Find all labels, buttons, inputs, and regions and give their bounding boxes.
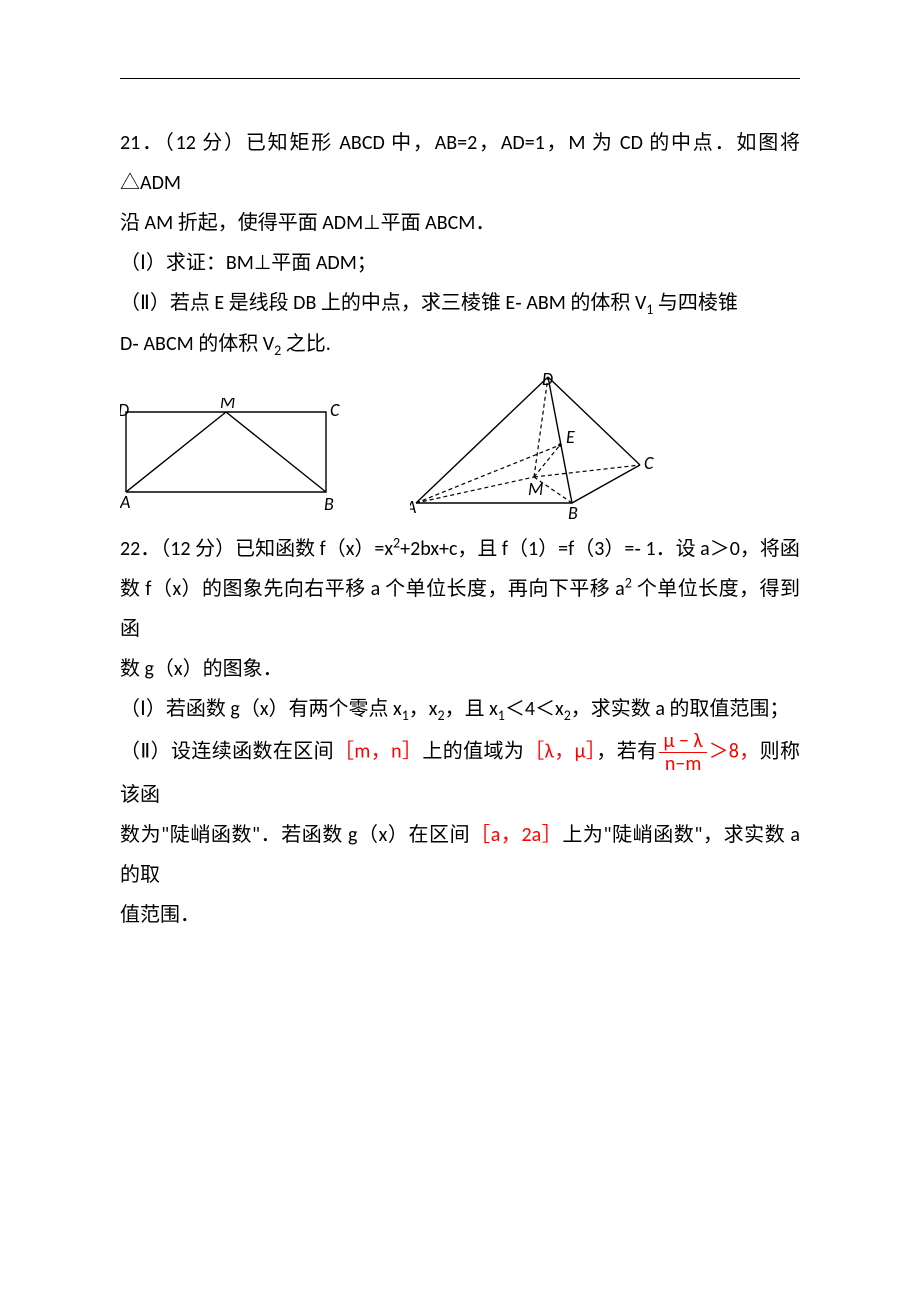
lbl-M: M <box>220 398 235 413</box>
p22-x1s2: 1 <box>498 707 505 724</box>
p22-p1a: （Ⅰ）若函数 g（x）有两个零点 x <box>120 697 402 721</box>
fraction-icon: μ − λn−m <box>659 730 706 775</box>
p22-line1b: +2bx+c，且 f（1）=f（3）=‑ 1．设 a＞0，将函 <box>400 537 800 561</box>
p22-x2s2: 2 <box>564 707 571 724</box>
fig-rectangle: A B C D M <box>120 398 350 523</box>
p22-line2a: 数 f（x）的图象先向右平移 a 个单位长度，再向下平移 a <box>120 577 625 601</box>
plbl-B: B <box>568 502 578 523</box>
p22-p1b: ，x <box>409 697 438 721</box>
top-rule <box>120 78 800 79</box>
p21-part2b-tail: 之比. <box>281 332 331 356</box>
frac-num: μ − λ <box>659 730 706 753</box>
p22-p3a: 数为"陡峭函数"．若函数 g（x）在区间 <box>120 823 470 847</box>
lbl-C: C <box>330 399 340 421</box>
p22-a2a: ［a，2a］ <box>470 823 562 847</box>
p22-p1c: ，且 x <box>445 697 498 721</box>
p22-part1: （Ⅰ）若函数 g（x）有两个零点 x1，x2，且 x1＜4＜x2，求实数 a 的… <box>120 689 800 730</box>
p22-a2: 2 <box>625 574 632 591</box>
p21-heading: 21．（12 分） <box>120 131 246 155</box>
p22-x2s: 2 <box>437 707 444 724</box>
p22-p2a-post: ，若有 <box>596 739 657 763</box>
p22-heading: 22．（12 分） <box>120 537 235 561</box>
p22-part2a: （Ⅱ）设连续函数在区间［m，n］上的值域为［λ，μ］，若有μ − λn−m＞8，… <box>120 730 800 815</box>
p21-part2a-text: （Ⅱ）若点 E 是线段 DB 上的中点，求三棱锥 E‑ ABM 的体积 V <box>120 291 646 315</box>
p21-part2a: （Ⅱ）若点 E 是线段 DB 上的中点，求三棱锥 E‑ ABM 的体积 V1 与… <box>120 283 800 324</box>
p22-x1s: 1 <box>402 707 409 724</box>
p22-lm: ［λ，μ］ <box>524 739 596 763</box>
p21-part2b: D‑ ABCM 的体积 V2 之比. <box>120 324 800 365</box>
p22-line1a: 已知函数 f（x）=x <box>235 537 393 561</box>
p22-part4: 值范围． <box>120 895 800 935</box>
p22-line3: 数 g（x）的图象． <box>120 649 800 689</box>
p21-part1: （Ⅰ）求证：BM⊥平面 ADM； <box>120 243 800 283</box>
p22-line2: 数 f（x）的图象先向右平移 a 个单位长度，再向下平移 a2 个单位长度，得到… <box>120 569 800 649</box>
fig-pyramid: A B C M D E <box>410 373 660 523</box>
lbl-A: A <box>120 491 130 513</box>
p21-line1b: 沿 AM 折起，使得平面 ADM⊥平面 ABCM． <box>120 203 800 243</box>
plbl-C: C <box>644 452 654 474</box>
p21-figures: A B C D M A B C M D E <box>120 373 800 523</box>
plbl-E: E <box>566 426 575 448</box>
plbl-M: M <box>528 478 543 500</box>
p21-line1: 21．（12 分）已知矩形 ABCD 中，AB=2，AD=1，M 为 CD 的中… <box>120 123 800 203</box>
p22-gt8: ＞8， <box>709 739 760 763</box>
p22-p2a-mid: 上的值域为 <box>422 739 524 763</box>
lbl-D: D <box>120 399 129 421</box>
plbl-D: D <box>542 373 553 390</box>
p22-part3: 数为"陡峭函数"．若函数 g（x）在区间［a，2a］上为"陡峭函数"，求实数 a… <box>120 815 800 895</box>
p21-part2a-tail: 与四棱锥 <box>653 291 738 315</box>
p22-p2a-pre: （Ⅱ）设连续函数在区间 <box>120 739 334 763</box>
p22-p1e: ，求实数 a 的取值范围； <box>571 697 790 721</box>
page: 21．（12 分）已知矩形 ABCD 中，AB=2，AD=1，M 为 CD 的中… <box>0 0 920 995</box>
plbl-A: A <box>410 496 416 518</box>
p21-part2b-head: D‑ ABCM 的体积 V <box>120 332 274 356</box>
frac-den: n−m <box>659 753 706 775</box>
p22-p1d: ＜4＜x <box>505 697 564 721</box>
p22-mn: ［m，n］ <box>334 739 422 763</box>
lbl-B: B <box>324 493 334 515</box>
p22-line1: 22．（12 分）已知函数 f（x）=x2+2bx+c，且 f（1）=f（3）=… <box>120 529 800 569</box>
